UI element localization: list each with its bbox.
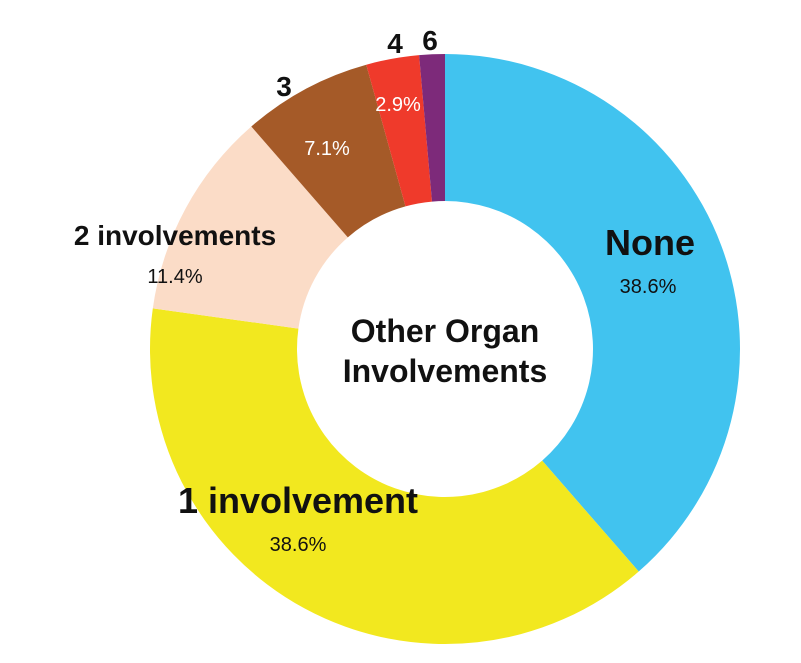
slice-value-none: 38.6%	[620, 276, 677, 298]
labels-group: None 38.6% 1 involvement 38.6% 2 involvement…	[74, 25, 695, 556]
slice-label-1-involvement: 1 involvement	[178, 480, 418, 521]
center-title: Other Organ Involvements	[343, 313, 548, 389]
slice-label-4: 4	[387, 28, 403, 59]
slice-6	[419, 54, 445, 202]
slice-none	[445, 54, 740, 572]
slice-3	[251, 64, 406, 238]
slice-label-2-involvements: 2 involvements	[74, 220, 276, 251]
slice-value-3: 7.1%	[304, 138, 350, 160]
slice-label-3: 3	[276, 71, 292, 102]
slice-1-involvement	[150, 308, 639, 644]
slices-group	[150, 54, 740, 644]
slice-4	[366, 55, 432, 207]
center-title-line-2: Involvements	[343, 353, 548, 389]
slice-2-involvements	[152, 126, 348, 329]
slice-value-4: 2.9%	[375, 94, 421, 116]
center-title-line-1: Other Organ	[351, 313, 539, 349]
slice-value-1-involvement: 38.6%	[270, 534, 327, 556]
slice-label-none: None	[605, 222, 695, 263]
slice-label-6: 6	[422, 25, 438, 56]
slice-value-2-involvements: 11.4%	[147, 266, 202, 288]
